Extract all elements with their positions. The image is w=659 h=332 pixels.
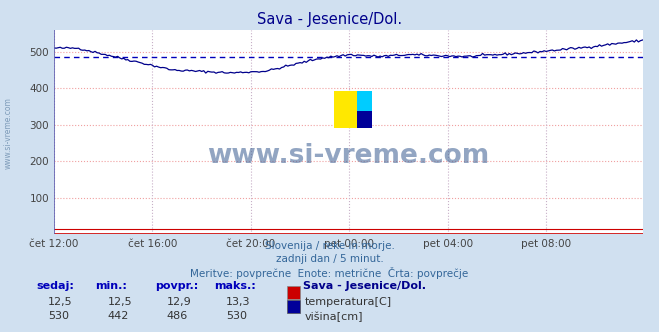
- Text: maks.:: maks.:: [214, 281, 256, 290]
- Text: 486: 486: [167, 311, 188, 321]
- Text: Sava - Jesenice/Dol.: Sava - Jesenice/Dol.: [303, 281, 426, 290]
- Text: povpr.:: povpr.:: [155, 281, 198, 290]
- Text: min.:: min.:: [96, 281, 127, 290]
- Text: zadnji dan / 5 minut.: zadnji dan / 5 minut.: [275, 254, 384, 264]
- Text: višina[cm]: višina[cm]: [305, 311, 364, 322]
- Text: 13,3: 13,3: [226, 297, 250, 307]
- Text: Sava - Jesenice/Dol.: Sava - Jesenice/Dol.: [257, 12, 402, 27]
- Text: temperatura[C]: temperatura[C]: [305, 297, 392, 307]
- Text: www.si-vreme.com: www.si-vreme.com: [4, 97, 13, 169]
- Text: 530: 530: [226, 311, 247, 321]
- Text: 12,9: 12,9: [167, 297, 192, 307]
- Text: 12,5: 12,5: [48, 297, 72, 307]
- Bar: [334, 91, 357, 128]
- Text: www.si-vreme.com: www.si-vreme.com: [207, 143, 490, 169]
- Bar: [357, 111, 372, 128]
- Text: 442: 442: [107, 311, 129, 321]
- Text: 530: 530: [48, 311, 69, 321]
- Text: Meritve: povprečne  Enote: metrične  Črta: povprečje: Meritve: povprečne Enote: metrične Črta:…: [190, 267, 469, 279]
- Bar: [357, 91, 372, 111]
- Text: sedaj:: sedaj:: [36, 281, 74, 290]
- Text: Slovenija / reke in morje.: Slovenija / reke in morje.: [264, 241, 395, 251]
- Text: 12,5: 12,5: [107, 297, 132, 307]
